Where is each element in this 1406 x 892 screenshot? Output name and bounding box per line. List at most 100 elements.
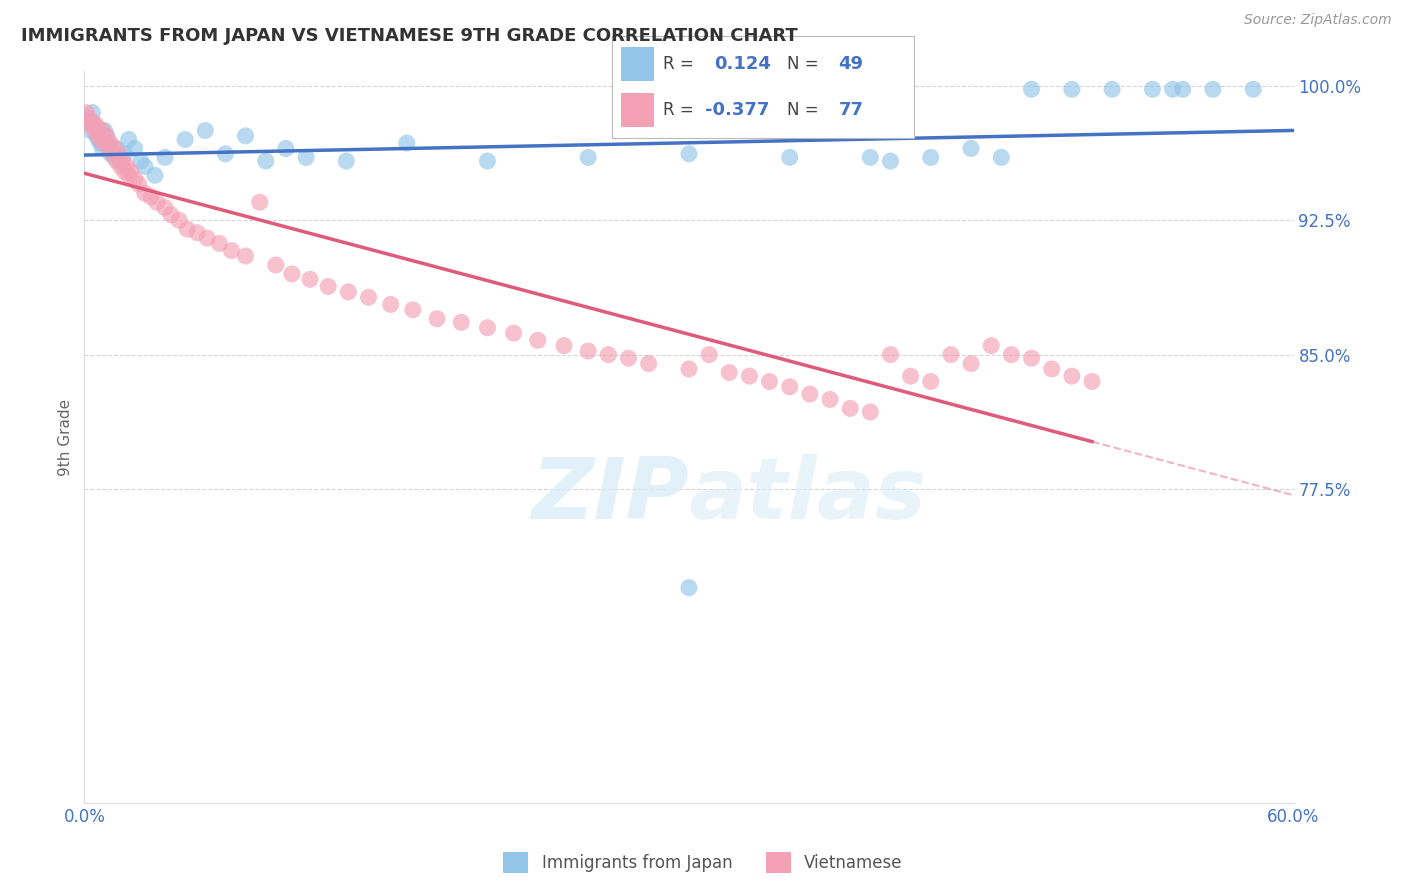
Point — [86, 128, 108, 143]
Point — [93, 123, 115, 137]
Point — [939, 348, 962, 362]
Point — [134, 160, 156, 174]
Point — [91, 141, 114, 155]
Point — [818, 392, 841, 407]
Point — [104, 150, 127, 164]
Point — [120, 165, 142, 179]
Point — [1241, 82, 1264, 96]
Point — [96, 128, 118, 143]
Bar — [620, 47, 654, 81]
Point — [859, 150, 882, 164]
Point — [738, 369, 761, 384]
Point — [1202, 82, 1225, 96]
Point — [1021, 351, 1043, 366]
Point — [295, 150, 318, 164]
Point — [1081, 375, 1104, 389]
Point — [477, 153, 499, 168]
Point — [114, 165, 136, 179]
Point — [1060, 369, 1083, 384]
Point — [990, 150, 1012, 164]
Text: N =: N = — [787, 55, 824, 73]
Point — [316, 279, 339, 293]
Point — [335, 153, 357, 168]
Point — [637, 357, 659, 371]
Point — [450, 315, 472, 329]
Point — [134, 186, 156, 201]
Point — [264, 258, 287, 272]
Point — [208, 236, 231, 251]
Point — [426, 311, 449, 326]
Point — [960, 357, 983, 371]
Point — [900, 369, 922, 384]
Point — [1142, 82, 1164, 96]
Text: N =: N = — [787, 101, 824, 119]
Point — [194, 123, 217, 137]
Point — [176, 222, 198, 236]
Text: IMMIGRANTS FROM JAPAN VS VIETNAMESE 9TH GRADE CORRELATION CHART: IMMIGRANTS FROM JAPAN VS VIETNAMESE 9TH … — [21, 27, 797, 45]
Point — [89, 132, 111, 146]
Point — [1000, 348, 1022, 362]
Point — [1021, 82, 1043, 96]
Point — [186, 226, 208, 240]
Point — [697, 348, 720, 362]
Point — [111, 153, 134, 168]
Point — [839, 401, 862, 416]
Point — [678, 362, 700, 376]
Point — [91, 123, 114, 137]
Point — [299, 272, 322, 286]
Point — [153, 201, 176, 215]
Point — [395, 136, 418, 150]
Point — [139, 190, 162, 204]
Point — [128, 178, 150, 192]
Point — [115, 160, 138, 174]
Text: -0.377: -0.377 — [706, 101, 769, 119]
Point — [1101, 82, 1123, 96]
Point — [678, 146, 700, 161]
Point — [799, 387, 821, 401]
Point — [97, 141, 120, 155]
Y-axis label: 9th Grade: 9th Grade — [58, 399, 73, 475]
Point — [77, 114, 100, 128]
Point — [678, 581, 700, 595]
Point — [235, 128, 257, 143]
Point — [617, 351, 640, 366]
Point — [1171, 82, 1194, 96]
Text: Source: ZipAtlas.com: Source: ZipAtlas.com — [1244, 13, 1392, 28]
Point — [124, 172, 146, 186]
Point — [249, 195, 271, 210]
Point — [576, 344, 599, 359]
Point — [146, 195, 169, 210]
Point — [167, 213, 190, 227]
Point — [105, 153, 128, 168]
Point — [254, 153, 277, 168]
Text: ZIP: ZIP — [531, 454, 689, 537]
Point — [75, 105, 97, 120]
Text: atlas: atlas — [689, 454, 927, 537]
Point — [124, 141, 146, 155]
Point — [107, 146, 129, 161]
Point — [101, 146, 124, 161]
Point — [97, 136, 120, 150]
Point — [114, 146, 136, 161]
Point — [195, 231, 218, 245]
Legend: Immigrants from Japan, Vietnamese: Immigrants from Japan, Vietnamese — [496, 846, 910, 880]
Point — [104, 141, 127, 155]
Point — [920, 150, 942, 164]
Point — [83, 118, 105, 132]
Point — [82, 114, 104, 128]
Text: 77: 77 — [838, 101, 863, 119]
Point — [357, 290, 380, 304]
Point — [83, 123, 105, 137]
Text: 49: 49 — [838, 55, 863, 73]
Point — [110, 153, 132, 168]
Point — [129, 153, 152, 168]
Point — [87, 132, 110, 146]
Point — [576, 150, 599, 164]
Point — [105, 141, 128, 155]
Point — [86, 118, 108, 132]
Text: R =: R = — [664, 55, 699, 73]
Point — [110, 160, 132, 174]
Point — [337, 285, 360, 299]
Point — [96, 128, 118, 143]
Point — [502, 326, 524, 340]
